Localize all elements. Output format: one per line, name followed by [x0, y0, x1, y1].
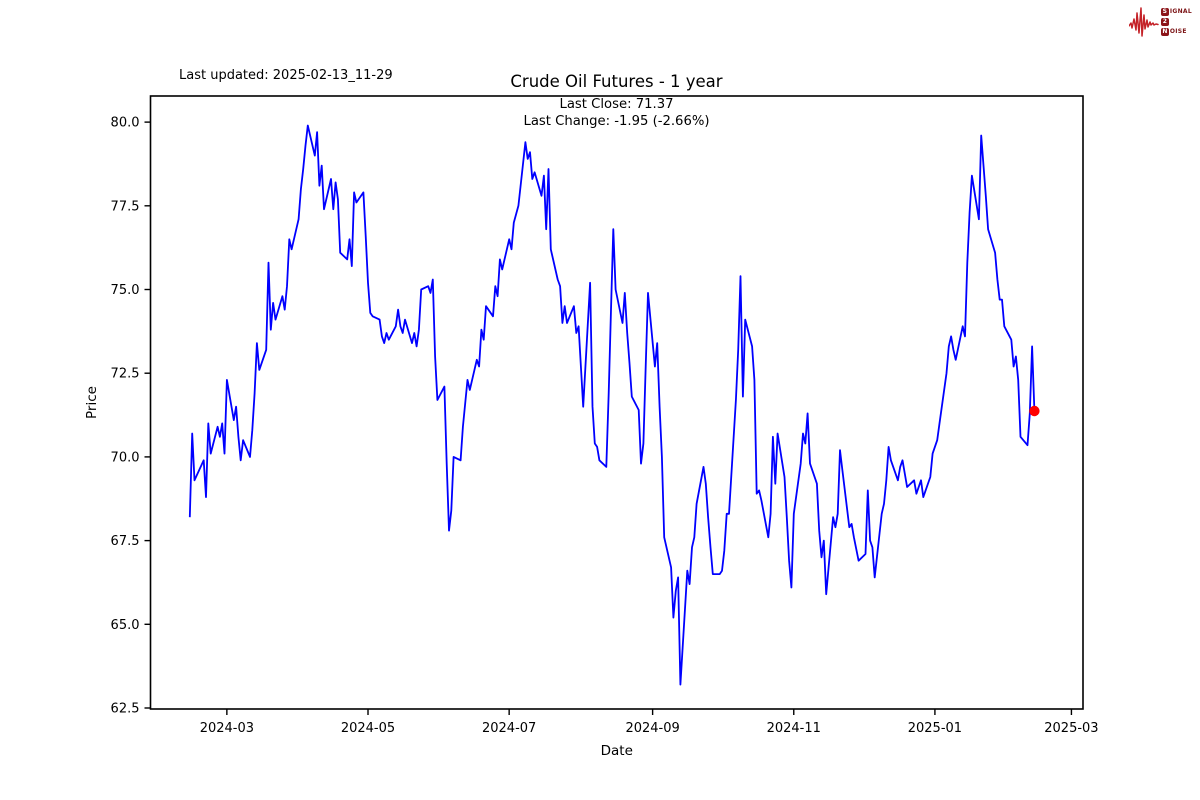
y-tick-label: 67.5	[111, 534, 140, 549]
x-tick-label: 2024-05	[341, 721, 395, 736]
last-price-marker	[1029, 405, 1040, 417]
x-tick-label: 2024-07	[482, 721, 536, 736]
logo-n-box: N	[1160, 28, 1169, 36]
last-close-annotation: Last Close: 71.37	[559, 97, 674, 112]
logo-row-noise: N OISE	[1160, 28, 1192, 36]
waveform-icon	[1128, 7, 1159, 37]
logo-text: S IGNAL 2 N OISE	[1160, 8, 1192, 36]
x-tick-label: 2025-01	[908, 721, 962, 736]
y-tick-label: 62.5	[111, 701, 140, 716]
x-axis-label: Date	[601, 743, 633, 759]
last-updated-text: Last updated: 2025-02-13_11-29	[179, 68, 393, 83]
y-axis-label: Price	[84, 386, 100, 419]
y-tick-label: 70.0	[111, 450, 140, 465]
price-line	[188, 124, 1036, 686]
y-tick-label: 72.5	[111, 367, 140, 382]
logo-row-signal: S IGNAL	[1160, 8, 1192, 16]
y-tick-label: 80.0	[111, 116, 140, 131]
logo-noise-rest: OISE	[1169, 28, 1187, 35]
x-tick-label: 2025-03	[1044, 721, 1098, 736]
logo-2-box: 2	[1160, 18, 1169, 26]
y-tick-label: 75.0	[111, 283, 140, 298]
signal2noise-logo: S IGNAL 2 N OISE	[1128, 4, 1192, 40]
logo-signal-rest: IGNAL	[1169, 8, 1192, 15]
logo-s-box: S	[1160, 8, 1169, 16]
plot-frame	[149, 95, 1084, 710]
x-tick-label: 2024-03	[200, 721, 254, 736]
y-tick-label: 77.5	[111, 199, 140, 214]
x-tick-label: 2024-11	[767, 721, 821, 736]
x-tick-label: 2024-09	[625, 721, 679, 736]
page-title: Crude Oil Futures - 1 year	[510, 72, 723, 91]
y-tick-label: 65.0	[111, 618, 140, 633]
last-change-annotation: Last Change: -1.95 (-2.66%)	[523, 114, 710, 129]
logo-row-two: 2	[1160, 18, 1192, 26]
